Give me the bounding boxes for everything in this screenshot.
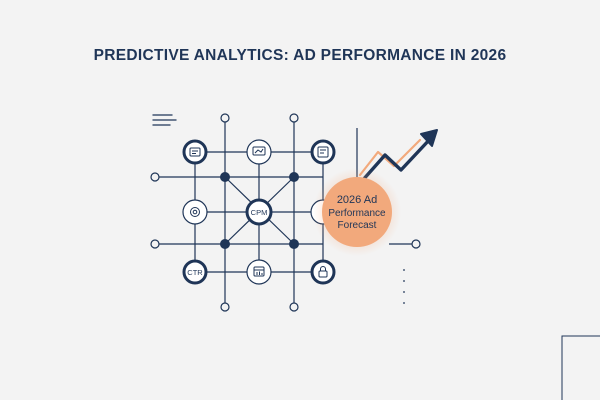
lock-icon (318, 266, 328, 278)
dotted-accent (403, 269, 405, 304)
calendar-chart-icon-node (246, 259, 272, 285)
menu-lines-icon (152, 114, 177, 126)
ctr-node: CTR (182, 259, 208, 285)
document-chart-icon (317, 146, 329, 158)
monitor-chart-icon (252, 146, 266, 156)
lock-icon-node (310, 259, 336, 285)
junction-dots (220, 172, 299, 249)
dashboard-icon (189, 147, 201, 157)
monitor-chart-icon-node (246, 139, 272, 165)
page-title: PREDICTIVE ANALYTICS: AD PERFORMANCE IN … (93, 47, 507, 64)
forecast-label-line3: Forecast (338, 220, 377, 231)
forecast-circle: 2026 Ad Performance Forecast (313, 168, 401, 256)
trend-arrow-icon (358, 129, 438, 183)
target-settings-icon (190, 207, 200, 217)
corner-bracket (561, 335, 600, 400)
forecast-label-line1: 2026 Ad (337, 194, 377, 206)
target-settings-icon-node (182, 199, 208, 225)
document-chart-icon-node (310, 139, 336, 165)
calendar-chart-icon (253, 266, 265, 277)
endpoint-circles (150, 113, 421, 312)
cpm-label: CPM (251, 208, 268, 217)
dashboard-icon-node (182, 139, 208, 165)
cpm-node: CPM (245, 198, 273, 226)
ctr-label: CTR (187, 268, 203, 277)
forecast-label-line2: Performance (328, 208, 386, 219)
